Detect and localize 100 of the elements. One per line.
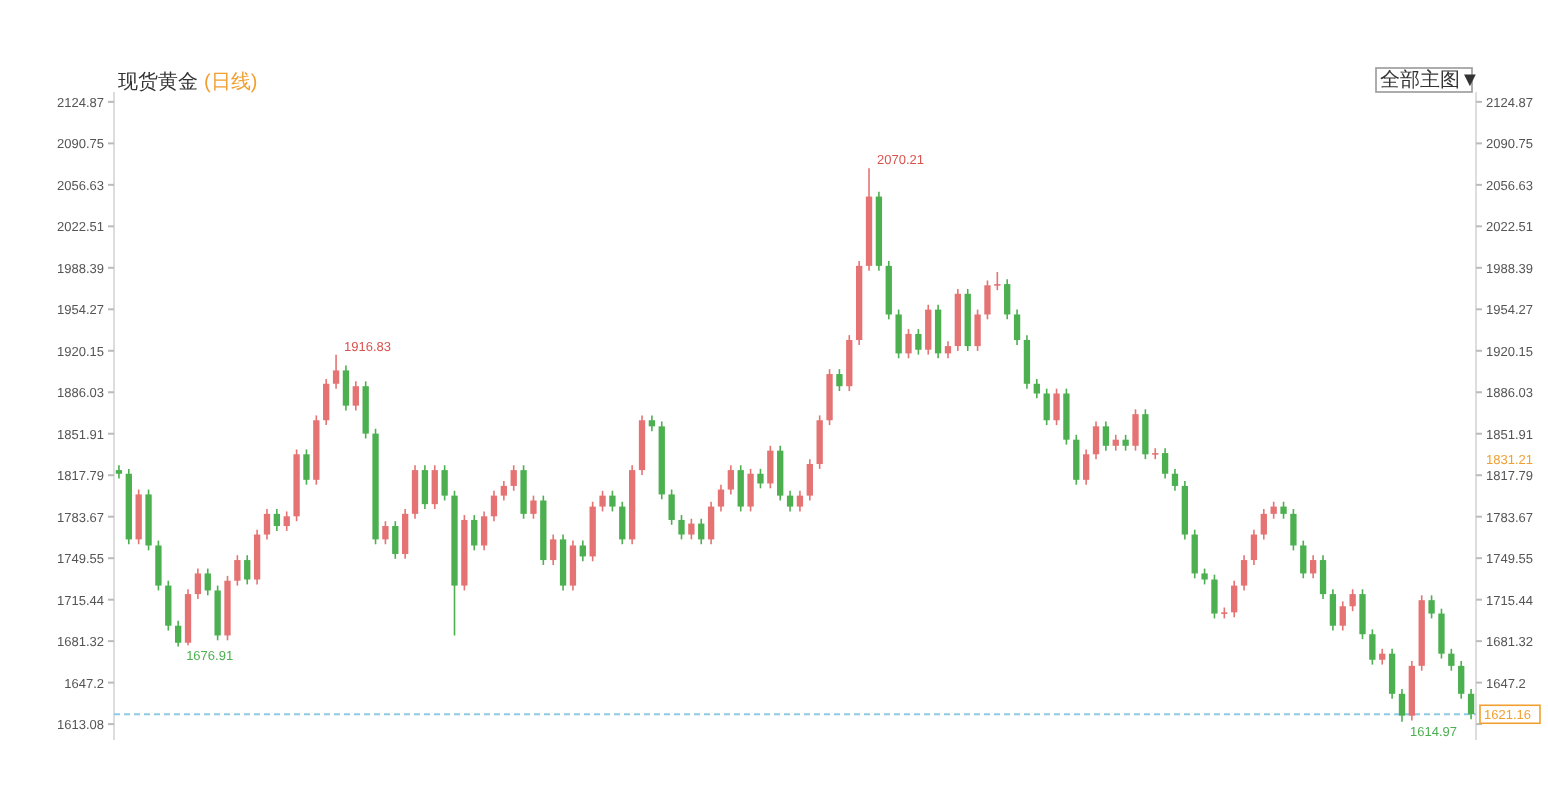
candlestick	[273, 508, 281, 532]
candlestick	[530, 494, 537, 520]
candlestick	[905, 328, 912, 360]
candlestick	[579, 539, 586, 563]
candlestick	[214, 584, 221, 642]
candlestick	[599, 489, 606, 513]
candlestick	[115, 464, 123, 480]
candlestick	[816, 414, 823, 470]
candlestick	[1319, 554, 1327, 600]
candlestick	[1359, 588, 1366, 640]
candlestick	[342, 364, 350, 412]
candlestick	[1329, 588, 1337, 632]
candlestick	[500, 480, 508, 502]
candlestick	[668, 488, 675, 526]
candlestick	[1063, 387, 1070, 446]
candlestick	[767, 444, 774, 490]
candlestick	[934, 303, 942, 360]
candlestick	[925, 303, 932, 356]
candlestick	[1438, 607, 1445, 660]
candlestick	[1152, 447, 1159, 460]
candlestick	[1309, 554, 1317, 580]
candlestick	[1300, 539, 1307, 580]
candlestick	[1082, 448, 1090, 486]
candlestick	[1191, 528, 1198, 580]
candlestick	[836, 368, 843, 392]
candlestick	[253, 528, 261, 586]
candlestick	[1013, 308, 1021, 346]
candlestick	[915, 328, 922, 356]
candlestick	[263, 508, 271, 541]
candlestick	[352, 380, 359, 412]
candlestick	[303, 448, 310, 486]
candlestick	[1023, 334, 1031, 390]
candlestick	[1132, 408, 1139, 452]
candlestick	[806, 458, 813, 502]
candlestick	[757, 468, 764, 490]
candlestick	[204, 567, 211, 597]
candlestick	[411, 464, 419, 520]
candlestick	[1428, 594, 1435, 620]
candlestick	[1033, 378, 1040, 400]
candlestick	[619, 500, 626, 546]
candlestick	[421, 464, 429, 510]
candlestick	[1092, 420, 1100, 460]
candlestick	[569, 539, 577, 592]
candlestick	[707, 500, 715, 546]
candlestick	[194, 567, 202, 600]
candlestick	[688, 517, 695, 541]
candlestick	[1250, 528, 1258, 566]
candlestick	[490, 489, 498, 522]
candlestick	[155, 539, 162, 592]
candlestick	[165, 579, 172, 632]
candlestick	[382, 520, 389, 546]
note: 全部主图▼	[1375, 67, 1480, 93]
candlestick	[1043, 387, 1050, 426]
candlestick	[737, 464, 744, 513]
candlestick	[1073, 434, 1080, 486]
candlestick	[1398, 688, 1406, 723]
candlestick	[786, 489, 794, 513]
chart-subtitle: (日线)	[204, 70, 258, 94]
candlestick	[717, 483, 725, 513]
candlestick	[550, 533, 557, 566]
candlestick	[1369, 628, 1376, 666]
candlestick	[332, 354, 340, 390]
candlestick	[1142, 408, 1149, 460]
candlestick	[1260, 508, 1267, 541]
candlestick	[1211, 573, 1218, 620]
candlestick	[678, 514, 685, 541]
candlestick	[1458, 660, 1465, 700]
candlestick	[392, 520, 399, 560]
candlestick	[1231, 579, 1238, 619]
candlestick	[244, 554, 251, 586]
chart-title: 现货黄金	[118, 70, 198, 94]
candlestick	[777, 444, 784, 502]
candlestick	[846, 334, 853, 392]
candlestick	[698, 517, 705, 546]
candlestick	[609, 489, 616, 513]
candlestick	[1053, 387, 1060, 426]
candlestick	[727, 464, 735, 496]
candlestick	[1349, 588, 1356, 612]
candlestick	[1467, 688, 1475, 721]
candlestick	[1339, 600, 1346, 632]
candlestick	[431, 464, 438, 510]
candlestick	[895, 308, 902, 360]
candlestick	[796, 489, 804, 513]
candlestick	[510, 464, 517, 492]
candlestick	[1161, 447, 1169, 480]
candlestick	[826, 368, 833, 426]
candlestick	[974, 308, 981, 352]
candlestick	[362, 380, 369, 440]
candlestick	[283, 510, 290, 532]
candlestick	[1290, 508, 1297, 552]
candlestick	[471, 514, 478, 552]
candlestick	[135, 488, 142, 546]
candlestick	[559, 533, 567, 592]
candlestick	[1388, 648, 1396, 700]
candlestick	[1004, 278, 1011, 321]
candlestick	[174, 620, 182, 648]
candlestick	[520, 464, 527, 520]
candlestick	[1448, 648, 1455, 672]
candlestick	[747, 468, 754, 513]
candlestick	[1171, 468, 1179, 492]
